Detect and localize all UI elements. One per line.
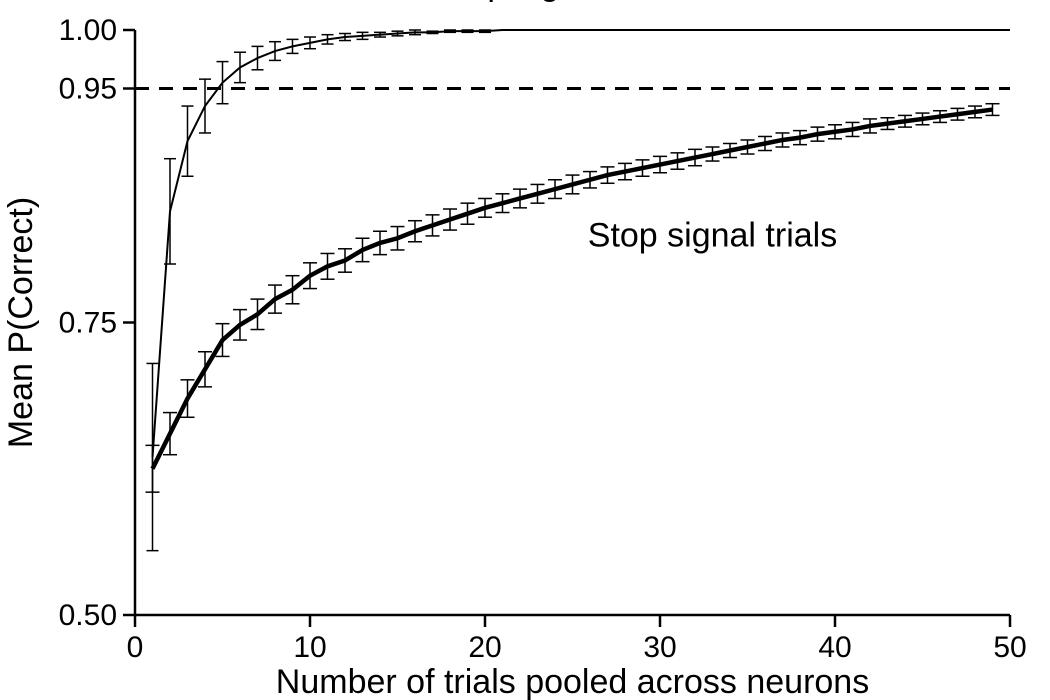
y-tick-label: 1.00 [59,14,117,47]
x-tick-label: 10 [293,631,326,664]
x-tick-label: 30 [643,631,676,664]
y-tick-label: 0.95 [59,73,117,106]
x-tick-label: 0 [127,631,144,664]
y-tick-label: 0.75 [59,307,117,340]
y-tick-label: 0.50 [59,599,117,632]
chart-container: 0 10 20 30 40 50 0.50 0.75 0.95 1.00 Number of tri… [0,0,1050,700]
annotation-1: Stop signal trials [588,216,837,254]
x-tick-label: 20 [468,631,501,664]
annotation-0: No stop signal trials [389,0,686,3]
x-axis-label: Number of trials pooled across neurons [276,663,869,700]
no-stop-series-line [153,30,1011,457]
y-axis-label: Mean P(Correct) [2,197,40,448]
chart-svg: 0 10 20 30 40 50 0.50 0.75 0.95 1.00 Number of tri… [0,0,1050,700]
x-tick-label: 40 [818,631,851,664]
x-tick-label: 50 [993,631,1026,664]
stop-series-line [153,110,993,469]
